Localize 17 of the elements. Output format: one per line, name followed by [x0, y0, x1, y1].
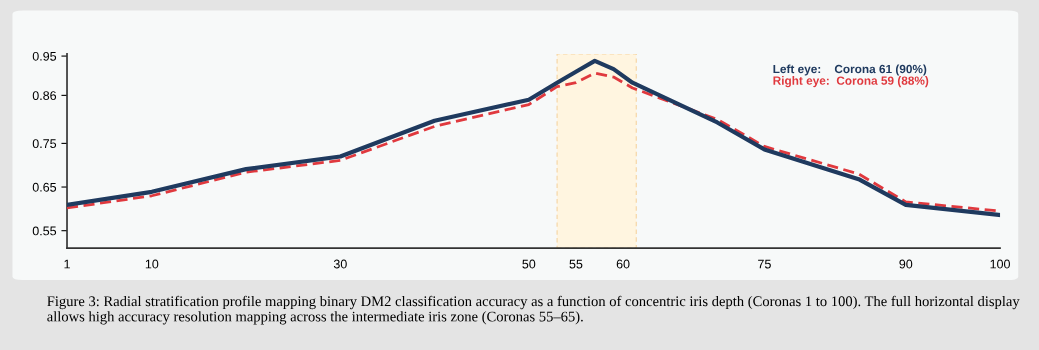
x-tick-label: 10	[145, 259, 159, 269]
text: Left eye: Corona 61 (90%)	[773, 64, 927, 76]
caption: Figure 3: Radial stratification profile mapping binary DM2 classification accuracy as a function of concentric iris depth (Coronas 1 to 100). The full horizontal display allows high accuracy resolution mapping across the intermediate iris zone (Coronas 55–65).	[47, 295, 1020, 325]
x-tick-label: 60	[616, 259, 630, 269]
x-tick-label: 30	[333, 259, 347, 269]
x-tick-label: 55	[569, 259, 583, 269]
y-tick-label: 0.86	[32, 91, 57, 101]
x-tick-label: 50	[522, 259, 536, 269]
x-tick-label: 1	[64, 259, 70, 269]
text: Right eye: Corona 59 (88%)	[773, 76, 929, 88]
x-tick-label: 100	[990, 259, 1010, 269]
x-tick-label: 90	[899, 259, 913, 269]
y-tick-label: 0.95	[32, 51, 57, 61]
y-tick-label: 0.75	[32, 139, 57, 149]
y-tick-label: 0.65	[32, 182, 57, 192]
y-tick-label: 0.55	[32, 226, 57, 236]
x-tick-label: 75	[758, 259, 771, 269]
